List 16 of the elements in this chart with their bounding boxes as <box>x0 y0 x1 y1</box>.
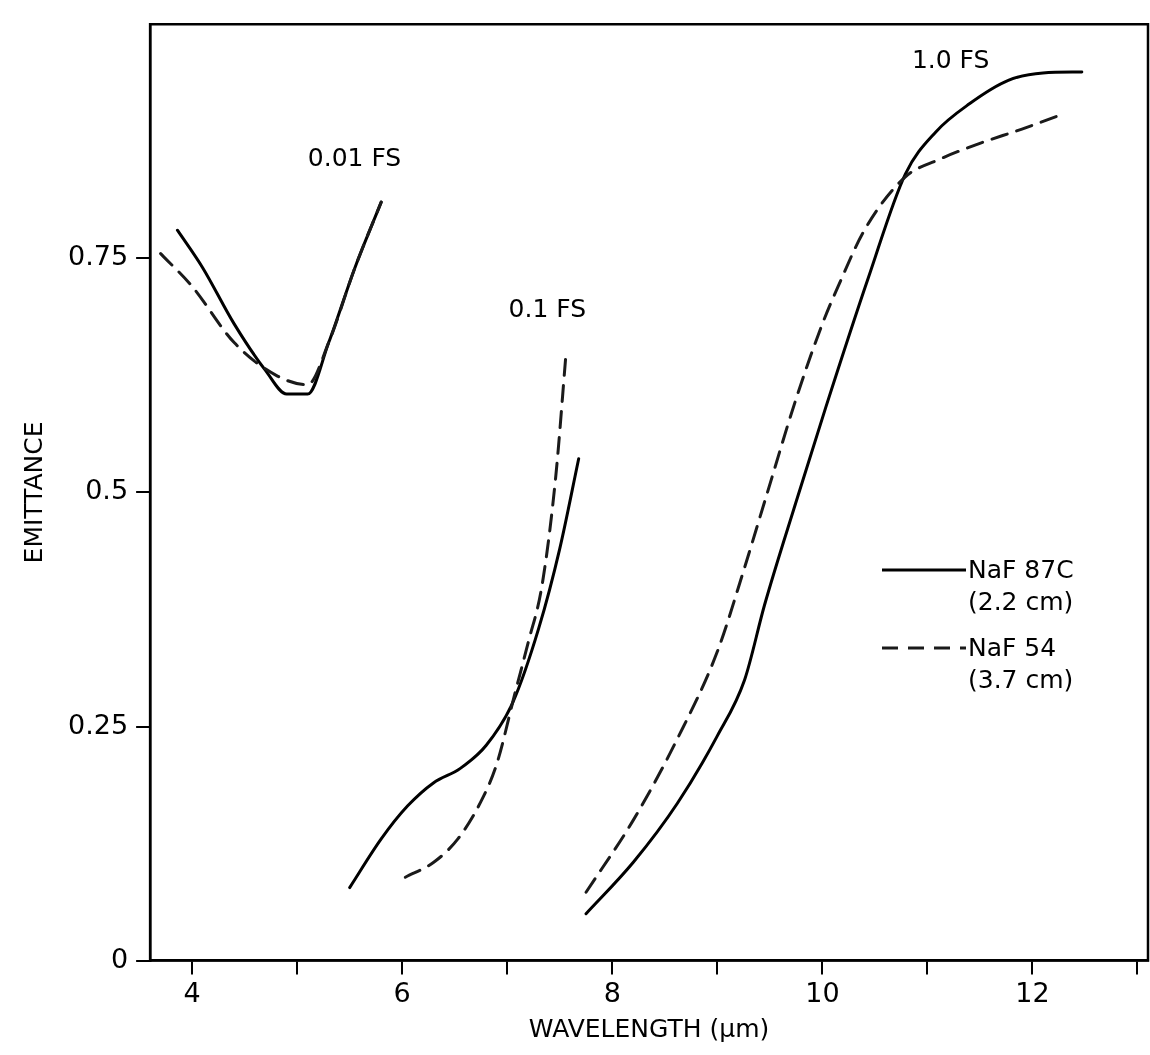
y-tick-label: 0.75 <box>67 240 129 272</box>
y-tick-label: 0.25 <box>67 708 129 740</box>
y-tick-label: 0 <box>110 942 129 974</box>
legend-label: NaF 87C (2.2 cm) <box>968 554 1075 619</box>
y-axis-title: EMITTANCE <box>18 421 48 564</box>
x-axis-title: WAVELENGTH (μm) <box>528 1013 770 1043</box>
annotation: 0.01 FS <box>307 143 402 173</box>
legend-label: NaF 54 (3.7 cm) <box>968 632 1075 697</box>
x-tick-label: 10 <box>805 976 840 1008</box>
annotation: 1.0 FS <box>911 44 990 74</box>
x-tick-label: 12 <box>1015 976 1050 1008</box>
y-tick-label: 0.5 <box>85 474 129 506</box>
x-tick-label: 8 <box>603 976 621 1008</box>
x-tick-label: 4 <box>183 976 201 1008</box>
annotation: 0.1 FS <box>508 293 587 323</box>
x-tick-label: 6 <box>393 976 411 1008</box>
